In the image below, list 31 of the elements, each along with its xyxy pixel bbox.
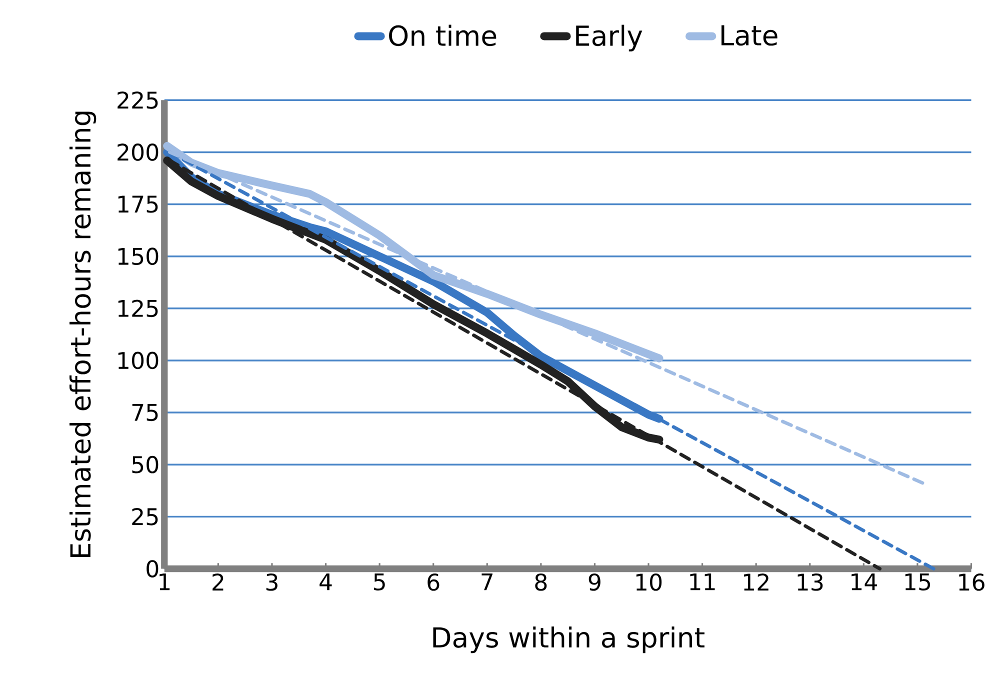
x-tick-label: 6 [428, 573, 440, 591]
y-tick-label: 50 [132, 456, 158, 474]
x-axis-title: Days within a sprint [433, 626, 704, 654]
x-tick-label: 1 [160, 573, 170, 590]
y-tick-label: 200 [118, 143, 158, 161]
x-tick-label: 11 [690, 573, 715, 590]
y-tick-label: 225 [118, 91, 158, 109]
x-tick-label: 15 [905, 573, 930, 590]
y-tick-label: 0 [146, 560, 158, 578]
x-tick-label: 7 [482, 573, 492, 590]
y-tick-label: 25 [132, 508, 158, 526]
x-tick-label: 5 [374, 573, 385, 590]
y-tick-label: 150 [118, 248, 158, 265]
x-tick-label: 10 [636, 573, 662, 591]
legend-label: On time [389, 24, 496, 46]
x-tick-label: 3 [266, 573, 278, 591]
y-tick-label: 75 [132, 404, 158, 422]
y-tick-label: 125 [118, 300, 158, 318]
x-tick-label: 14 [852, 573, 877, 590]
y-axis-title: Estimated effort-hours remaning [70, 112, 96, 557]
x-tick-label: 13 [798, 573, 823, 591]
x-tick-label: 9 [588, 573, 600, 591]
y-tick-label: 175 [118, 196, 158, 213]
x-tick-label: 8 [535, 573, 547, 591]
y-tick-label: 100 [118, 352, 158, 370]
x-tick-label: 12 [744, 573, 768, 590]
x-tick-label: 2 [212, 573, 224, 590]
legend-label: Early [576, 24, 642, 52]
x-tick-label: 4 [320, 573, 332, 590]
x-tick-label: 16 [959, 573, 984, 591]
legend-label: Late [722, 25, 778, 46]
